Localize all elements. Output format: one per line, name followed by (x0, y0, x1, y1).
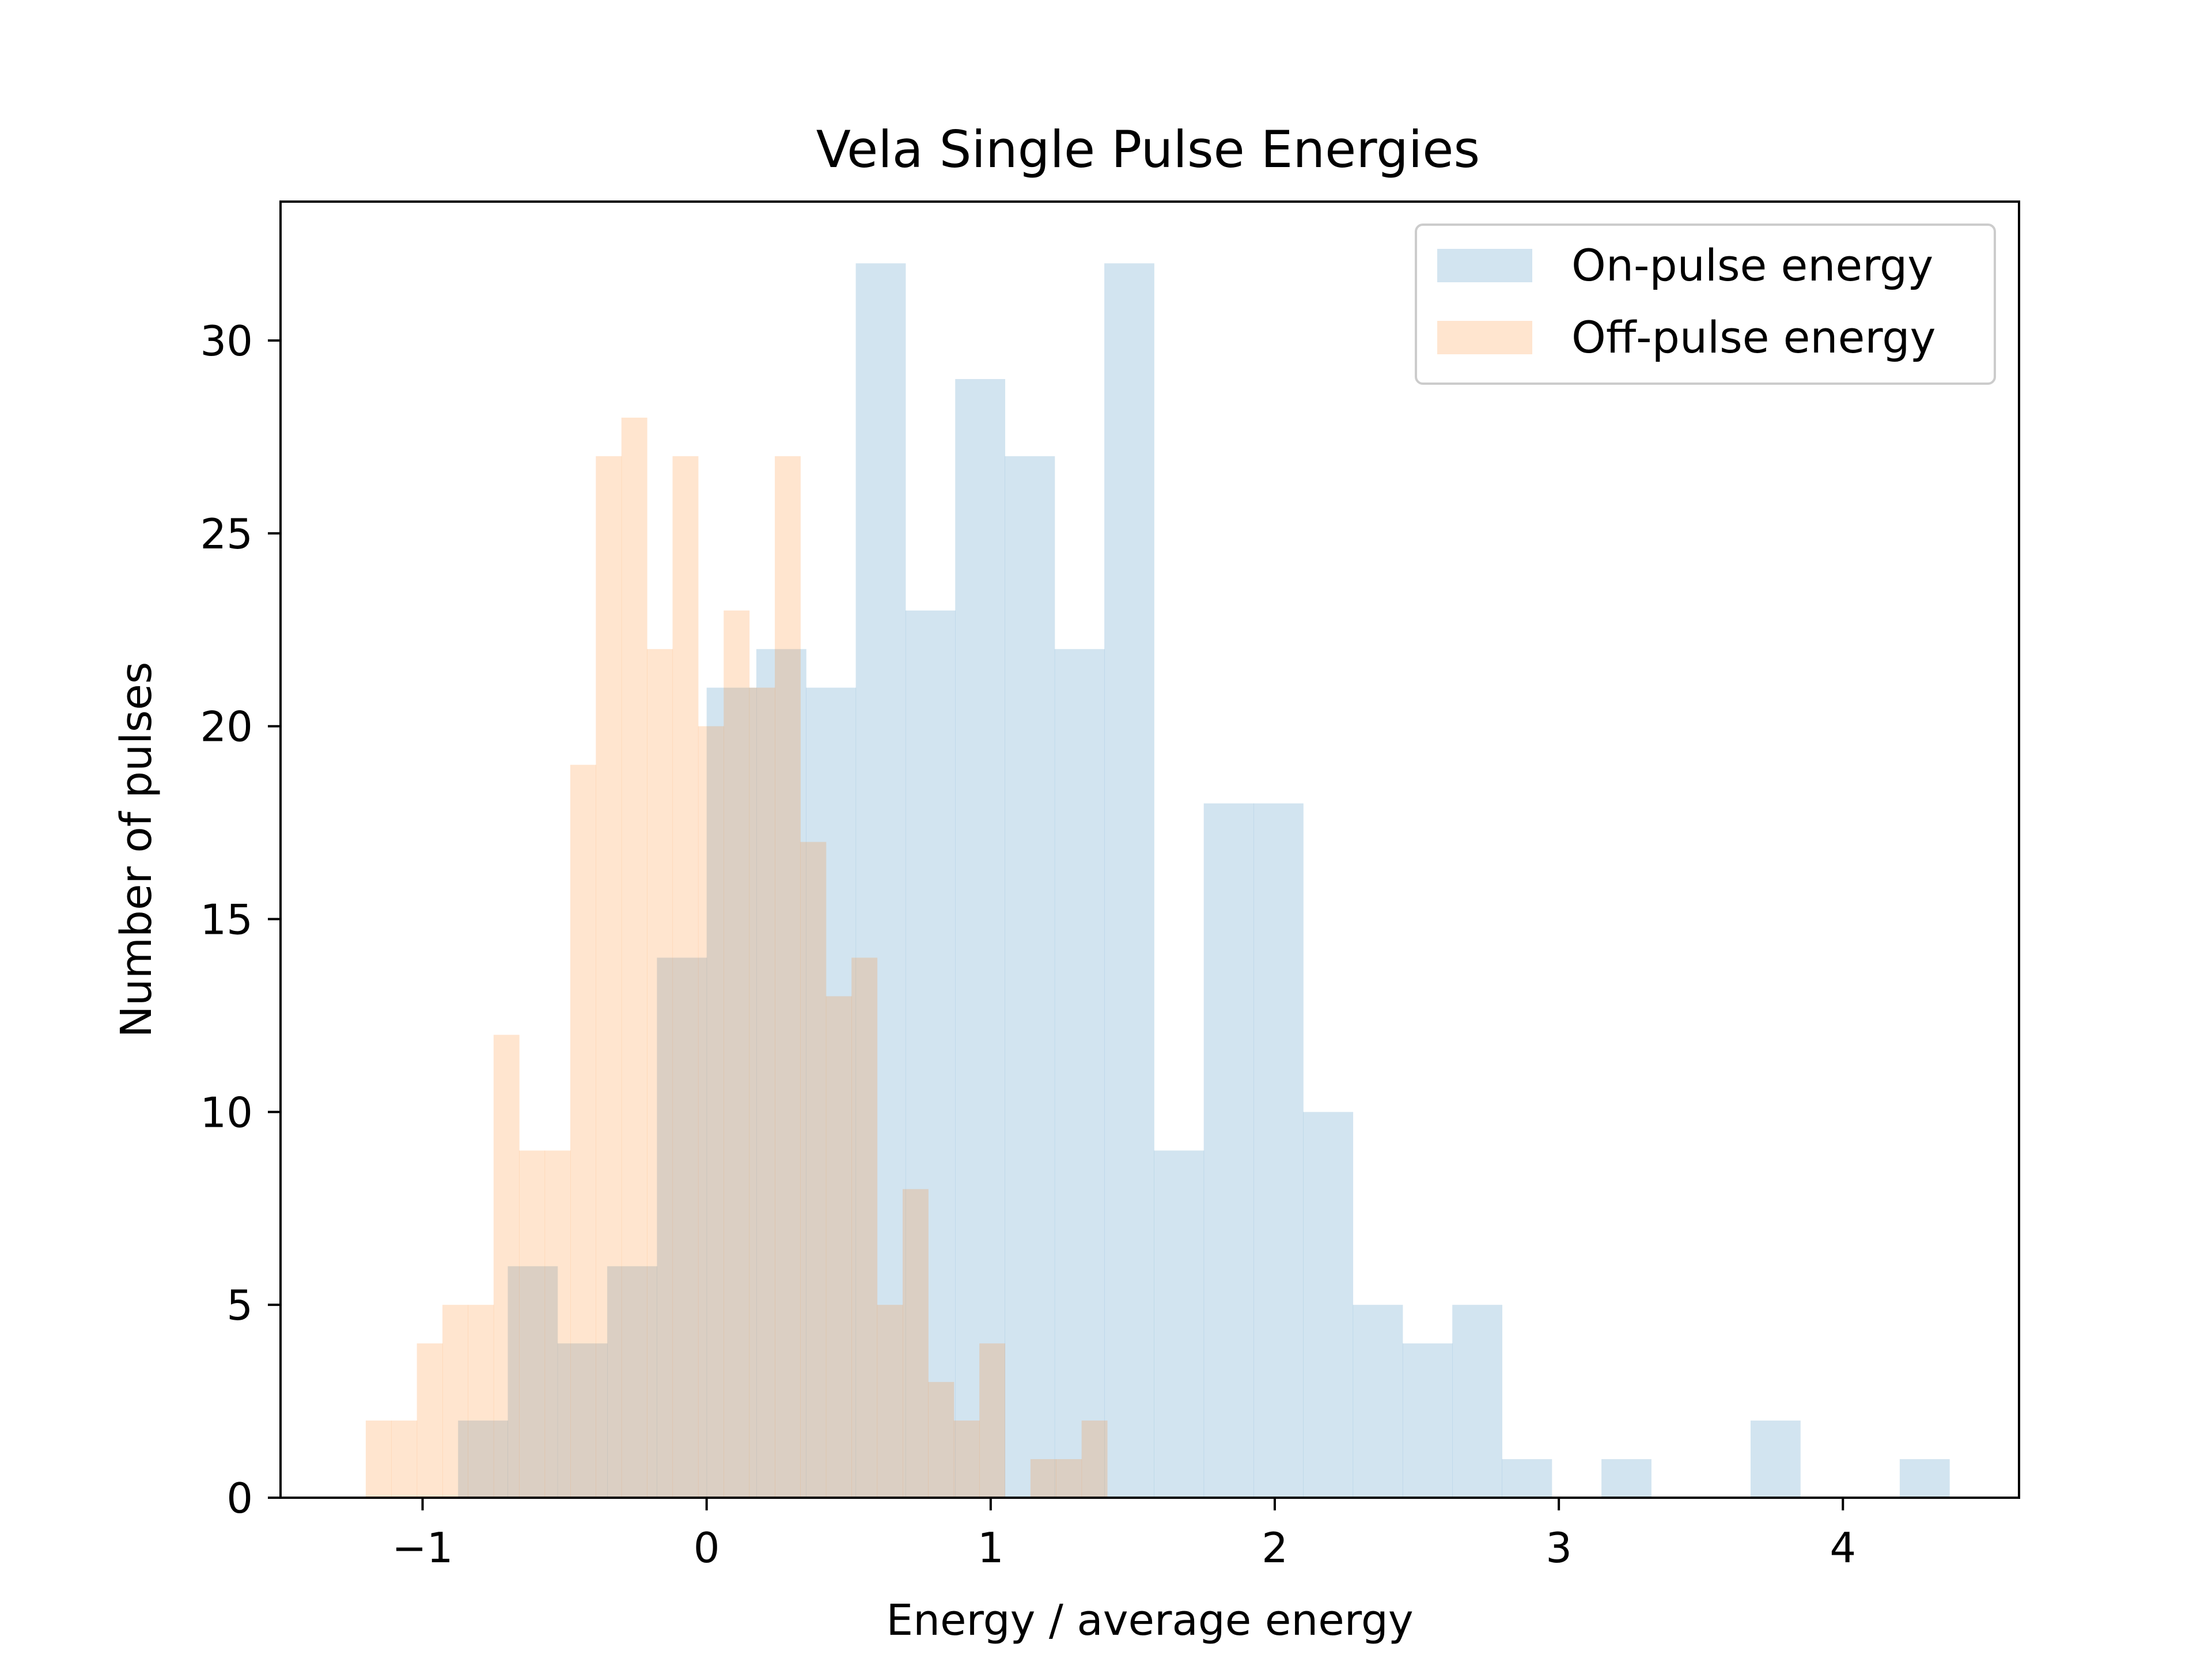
series-1-bars (365, 418, 1108, 1498)
histogram-bar (1203, 803, 1254, 1498)
x-tick-label: 1 (978, 1524, 1004, 1572)
histogram-bar (458, 1421, 509, 1498)
y-tick-label: 20 (200, 703, 253, 751)
histogram-bar (1253, 803, 1304, 1498)
histogram-bar (756, 649, 806, 1498)
y-tick-label: 25 (200, 510, 253, 558)
histogram-bar (749, 687, 775, 1498)
legend-label-on-pulse: On-pulse energy (1571, 240, 1933, 291)
histogram-bar (519, 1150, 546, 1498)
histogram-bar (621, 418, 647, 1498)
chart-title: Vela Single Pulse Energies (816, 120, 1480, 179)
histogram-bar (1154, 1150, 1205, 1498)
histogram-bar (493, 1035, 520, 1498)
histogram-bar (1402, 1343, 1453, 1498)
histogram-bar (570, 764, 596, 1498)
histogram-bar (775, 456, 801, 1498)
histogram-bar (902, 1189, 929, 1498)
histogram-bar (1452, 1305, 1502, 1498)
y-tick-label: 15 (200, 896, 253, 944)
histogram-bar (1030, 1459, 1056, 1498)
histogram-bar (1899, 1459, 1950, 1498)
x-tick-label: −1 (392, 1524, 453, 1572)
histogram-bar (391, 1421, 418, 1498)
histogram-bar (657, 957, 707, 1498)
histogram-bar (1502, 1459, 1552, 1498)
histogram-bar (1056, 1459, 1082, 1498)
histogram-bar (416, 1343, 443, 1498)
histogram-bar (672, 456, 699, 1498)
histogram-bar (1054, 649, 1105, 1498)
y-tick-label: 10 (200, 1088, 253, 1137)
histogram-bar (1104, 263, 1154, 1498)
x-tick-label: 0 (694, 1524, 720, 1572)
histogram-bar (955, 379, 1005, 1498)
legend-label-off-pulse: Off-pulse energy (1571, 312, 1936, 363)
histogram-bar (442, 1305, 468, 1498)
histogram-bar (1601, 1459, 1652, 1498)
histogram-bar (607, 1266, 657, 1498)
series-0-bars (458, 263, 1950, 1498)
histogram-bar (698, 726, 724, 1498)
histogram-bar (825, 996, 852, 1498)
histogram-bar (724, 610, 750, 1498)
histogram-bar (468, 1305, 494, 1498)
legend-frame (1415, 224, 1996, 385)
x-axis-label: Energy / average energy (886, 1596, 1413, 1645)
histogram-bar (877, 1305, 903, 1498)
histogram-bar (851, 957, 878, 1498)
histogram-bar (706, 687, 757, 1498)
x-tick-label: 4 (1830, 1524, 1856, 1572)
histogram-bar (1353, 1305, 1403, 1498)
x-tick-label: 2 (1262, 1524, 1288, 1572)
histogram-bar (1303, 1112, 1354, 1498)
histogram-bar (1750, 1421, 1801, 1498)
histogram-bars (365, 263, 1950, 1498)
histogram-bar (647, 649, 673, 1498)
legend-swatch-off-pulse (1437, 321, 1532, 354)
y-tick-label: 5 (226, 1281, 253, 1330)
histogram-bar (905, 610, 956, 1498)
histogram-bar (544, 1150, 571, 1498)
histogram-bar (1005, 456, 1055, 1498)
histogram-bar (800, 842, 827, 1498)
y-tick-label: 0 (226, 1474, 253, 1522)
histogram-bar (507, 1266, 558, 1498)
legend: On-pulse energy Off-pulse energy (1415, 224, 1996, 385)
histogram-bar (979, 1343, 1005, 1498)
histogram-bar (806, 687, 857, 1498)
histogram-bar (855, 263, 906, 1498)
histogram-bar (1081, 1421, 1108, 1498)
y-tick-label: 30 (200, 317, 253, 365)
plot-frame (279, 200, 2020, 1499)
histogram-bar (928, 1382, 955, 1498)
histogram-bar (557, 1343, 608, 1498)
histogram-bar (596, 456, 622, 1498)
x-tick-label: 3 (1546, 1524, 1572, 1572)
y-axis: 0 5 10 15 20 25 30 (200, 317, 281, 1522)
x-axis: −1 0 1 2 3 4 (392, 1498, 1856, 1572)
legend-swatch-on-pulse (1437, 249, 1532, 282)
y-axis-label: Number of pulses (112, 662, 161, 1038)
histogram-bar (365, 1421, 392, 1498)
histogram-bar (953, 1421, 980, 1498)
